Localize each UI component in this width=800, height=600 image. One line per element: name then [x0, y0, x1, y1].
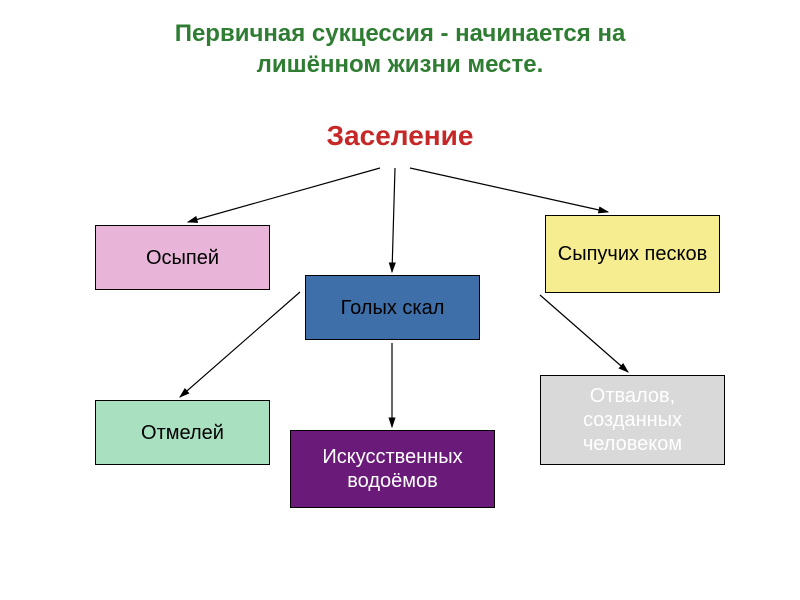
box-iskusstvennykh-vodoemov: Искусственных водоёмов — [290, 430, 495, 508]
box-otvalov-label: Отвалов, созданных человеком — [545, 384, 720, 456]
box-sypuchikh-peskov: Сыпучих песков — [545, 215, 720, 293]
title-line2: лишённом жизни месте. — [257, 51, 544, 78]
subtitle: Заселение — [0, 120, 800, 152]
box-otmelei: Отмелей — [95, 400, 270, 465]
box-osypei-label: Осыпей — [146, 246, 219, 270]
box-otmelei-label: Отмелей — [141, 421, 224, 445]
box-iskusstvennykh-vodoemov-label: Искусственных водоёмов — [295, 445, 490, 493]
box-sypuchikh-peskov-label: Сыпучих песков — [558, 242, 707, 266]
page-title: Первичная сукцессия - начинается на лишё… — [0, 0, 800, 80]
box-golykh-skal-label: Голых скал — [341, 296, 445, 320]
box-osypei: Осыпей — [95, 225, 270, 290]
box-golykh-skal: Голых скал — [305, 275, 480, 340]
box-otvalov: Отвалов, созданных человеком — [540, 375, 725, 465]
title-line1: Первичная сукцессия - начинается на — [175, 20, 626, 47]
